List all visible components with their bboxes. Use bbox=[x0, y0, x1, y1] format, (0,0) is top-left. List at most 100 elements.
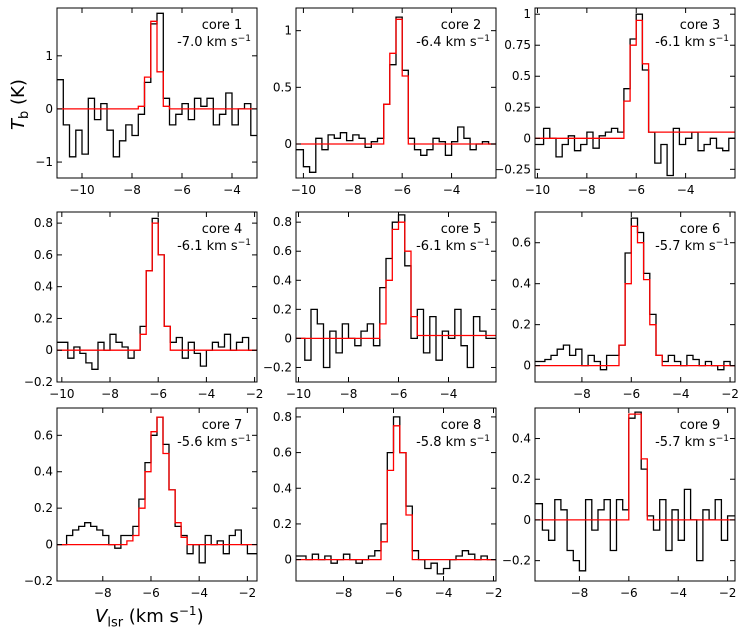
panel-velocity: -7.0 km s−1 bbox=[177, 34, 251, 50]
y-tick-label: 0.8 bbox=[273, 410, 292, 424]
y-tick-label: 0 bbox=[523, 513, 531, 527]
panel-title: core 5 bbox=[441, 222, 482, 237]
y-axis-label: Tb (K) bbox=[2, 70, 32, 150]
panel-velocity: -5.8 km s−1 bbox=[416, 434, 490, 450]
y-tick-label: 0.5 bbox=[512, 69, 531, 83]
y-tick-label: 1 bbox=[284, 24, 292, 38]
panel-title: core 8 bbox=[441, 418, 482, 433]
x-tick-label: −4 bbox=[223, 183, 241, 197]
panel-velocity: -6.4 km s−1 bbox=[416, 34, 490, 50]
x-tick-label: −4 bbox=[198, 387, 216, 401]
panel-velocity: -5.7 km s−1 bbox=[655, 434, 729, 450]
x-tick-label: −6 bbox=[622, 387, 640, 401]
x-label-sub: lsr bbox=[107, 615, 124, 631]
axes-frame bbox=[534, 407, 736, 582]
x-tick-label: −8 bbox=[94, 586, 112, 600]
y-tick-label: −0.25 bbox=[494, 162, 531, 176]
y-tick-label: −0.2 bbox=[24, 375, 53, 389]
x-tick-label: −10 bbox=[49, 387, 74, 401]
y-tick-label: 0 bbox=[284, 553, 292, 567]
x-label-main: V bbox=[95, 606, 108, 627]
x-tick-label: −6 bbox=[393, 183, 411, 197]
panel-core-8: −8 −6 −4 −2 0 0.2 0.4 0.6 0.8 core 8-5.8 km s−1 bbox=[273, 407, 502, 600]
x-label-unit: (km s bbox=[123, 606, 179, 627]
x-label-exp: −1 bbox=[178, 604, 197, 618]
x-tick-label: −6 bbox=[173, 183, 191, 197]
fit-spectrum-line bbox=[535, 225, 735, 367]
y-tick-label: 0.6 bbox=[273, 446, 292, 460]
y-tick-label: −1 bbox=[35, 155, 53, 169]
x-tick-label: −2 bbox=[239, 586, 257, 600]
axes-frame bbox=[534, 211, 736, 383]
panel-title: core 4 bbox=[202, 222, 243, 237]
y-tick-label: −0.2 bbox=[502, 554, 531, 568]
x-tick-label: −4 bbox=[443, 183, 461, 197]
y-tick-label: 1 bbox=[45, 49, 53, 63]
y-tick-label: 0.6 bbox=[34, 248, 53, 262]
y-tick-label: 0 bbox=[284, 137, 292, 151]
y-tick-label: 0.5 bbox=[273, 80, 292, 94]
y-label-sub: b bbox=[17, 111, 32, 119]
x-tick-label: −8 bbox=[571, 586, 589, 600]
observed-spectrum-line bbox=[535, 411, 735, 572]
y-tick-label: 0.4 bbox=[512, 277, 531, 291]
x-tick-label: −6 bbox=[385, 586, 403, 600]
y-tick-label: 0.4 bbox=[273, 273, 292, 287]
y-tick-label: 0.8 bbox=[34, 216, 53, 230]
y-tick-label: 0 bbox=[523, 359, 531, 373]
x-tick-label: −4 bbox=[435, 586, 453, 600]
x-tick-label: −2 bbox=[719, 586, 737, 600]
fit-spectrum-line bbox=[535, 19, 735, 139]
x-tick-label: −4 bbox=[190, 586, 208, 600]
y-tick-label: 0.8 bbox=[273, 215, 292, 229]
x-tick-label: −4 bbox=[669, 586, 687, 600]
x-tick-label: −10 bbox=[525, 183, 550, 197]
y-tick-label: 0.75 bbox=[504, 38, 531, 52]
x-tick-label: −8 bbox=[340, 387, 358, 401]
axes-frame bbox=[295, 211, 497, 383]
panel-core-7: −8 −6 −4 −2 −0.2 0 0.2 0.4 0.6 core 7-5.6 km s−1 bbox=[24, 407, 258, 600]
y-tick-label: 0.2 bbox=[34, 311, 53, 325]
fit-spectrum-line bbox=[535, 413, 735, 521]
panel-velocity: -6.1 km s−1 bbox=[177, 238, 251, 254]
axes-frame bbox=[295, 7, 497, 179]
x-tick-label: −6 bbox=[142, 586, 160, 600]
y-tick-label: 0.2 bbox=[34, 501, 53, 515]
axes-frame bbox=[534, 7, 736, 179]
y-tick-label: 0 bbox=[523, 131, 531, 145]
x-tick-label: −8 bbox=[101, 387, 119, 401]
x-tick-label: −10 bbox=[69, 183, 94, 197]
y-tick-label: 0.6 bbox=[34, 428, 53, 442]
y-tick-label: 1 bbox=[523, 7, 531, 21]
fit-spectrum-line bbox=[296, 18, 496, 145]
observed-spectrum-line bbox=[296, 416, 496, 575]
x-tick-label: −2 bbox=[721, 387, 739, 401]
panel-title: core 9 bbox=[680, 418, 721, 433]
x-tick-label: −8 bbox=[123, 183, 141, 197]
y-tick-label: 0.2 bbox=[512, 472, 531, 486]
y-tick-label: 0.2 bbox=[512, 318, 531, 332]
panel-core-4: −10 −8 −6 −4 −2 −0.2 0 0.2 0.4 0.6 0.8 core 4-6.1 k… bbox=[24, 211, 264, 401]
y-tick-label: 0 bbox=[45, 538, 53, 552]
fit-spectrum-line bbox=[57, 20, 257, 110]
x-tick-label: −10 bbox=[286, 387, 311, 401]
y-tick-label: 0 bbox=[45, 343, 53, 357]
x-tick-label: −8 bbox=[344, 183, 362, 197]
x-tick-label: −8 bbox=[573, 387, 591, 401]
x-tick-label: −4 bbox=[677, 183, 695, 197]
observed-spectrum-line bbox=[296, 214, 496, 369]
panel-title: core 1 bbox=[202, 18, 243, 33]
axes-frame bbox=[56, 7, 258, 179]
x-tick-label: −6 bbox=[149, 387, 167, 401]
axes-frame bbox=[295, 407, 497, 582]
fit-spectrum-line bbox=[296, 425, 496, 561]
y-tick-label: 0.4 bbox=[34, 280, 53, 294]
x-tick-label: −8 bbox=[335, 586, 353, 600]
svg-text:Tb (K): Tb (K) bbox=[8, 79, 32, 130]
x-tick-label: −2 bbox=[246, 387, 264, 401]
x-tick-label: −4 bbox=[440, 387, 458, 401]
y-label-unit: (K) bbox=[8, 79, 29, 111]
panel-velocity: -6.1 km s−1 bbox=[416, 238, 490, 254]
y-tick-label: 0.6 bbox=[273, 244, 292, 258]
x-tick-label: −10 bbox=[291, 183, 316, 197]
